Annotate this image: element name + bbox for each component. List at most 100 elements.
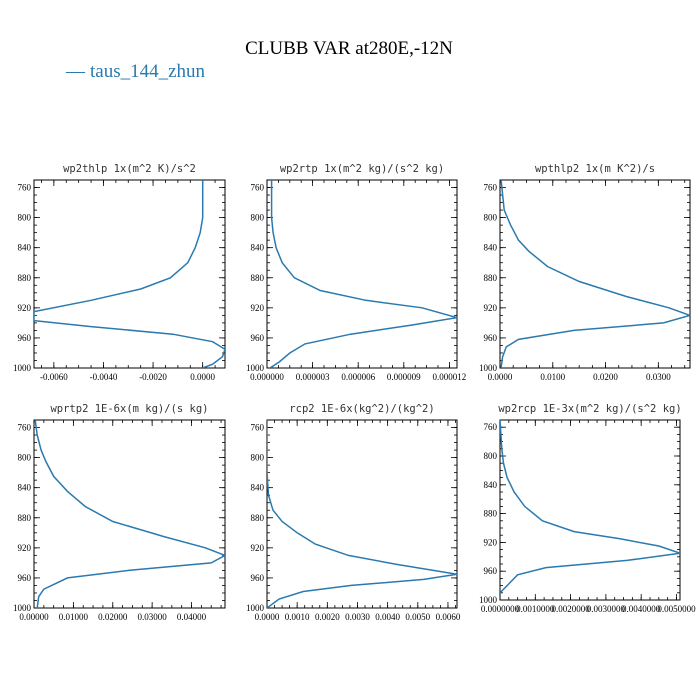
x-tick-label: 0.0000 (255, 612, 280, 622)
y-tick-label: 920 (251, 543, 265, 553)
panel-title: wp2thlp 1x(m^2 K)/s^2 (63, 163, 196, 175)
panel-3: wpthlp2 1x(m K^2)/s 760 800 840 880 920 960 100… (479, 163, 691, 382)
panel-4: wprtp2 1E-6x(m kg)/(s kg) 760 800 840 880 920… (13, 403, 226, 622)
panel-title: wp2rcp 1E-3x(m^2 kg)/(s^2 kg) (498, 403, 681, 415)
series-line (269, 180, 457, 368)
y-tick-label: 920 (18, 303, 32, 313)
y-tick-label: 760 (251, 423, 265, 433)
x-tick-label: 0.0000 (190, 372, 215, 382)
y-tick-label: 800 (251, 453, 265, 463)
panel-title: wp2rtp 1x(m^2 kg)/(s^2 kg) (280, 163, 444, 175)
x-tick-label: -0.0060 (40, 372, 68, 382)
panel-title: wprtp2 1E-6x(m kg)/(s kg) (50, 403, 208, 415)
x-tick-label: 0.0050000 (657, 604, 696, 614)
x-tick-label: 0.0000 (488, 372, 513, 382)
y-tick-label: 840 (18, 243, 32, 253)
x-tick-label: 0.0100 (540, 372, 565, 382)
x-tick-label: 0.02000 (98, 612, 128, 622)
y-tick-label: 880 (251, 273, 265, 283)
y-tick-label: 960 (18, 573, 32, 583)
series-line (500, 180, 690, 368)
series-line (500, 420, 680, 594)
y-tick-label: 920 (484, 537, 498, 547)
y-tick-label: 920 (18, 543, 32, 553)
x-tick-label: 0.0030 (345, 612, 370, 622)
x-tick-label: 0.0010 (285, 612, 310, 622)
x-tick-label: 0.0050 (405, 612, 430, 622)
y-tick-label: 960 (484, 566, 498, 576)
y-tick-label: 840 (484, 243, 498, 253)
y-tick-label: 1000 (479, 595, 498, 605)
y-tick-label: 800 (251, 213, 265, 223)
y-tick-label: 880 (484, 273, 498, 283)
y-tick-label: 960 (251, 333, 265, 343)
plot-frame (266, 179, 458, 369)
x-tick-label: 0.000012 (433, 372, 467, 382)
legend-label: taus_144_zhun (90, 61, 206, 82)
y-tick-label: 840 (251, 483, 265, 493)
y-tick-label: 880 (18, 513, 32, 523)
plot-frame (33, 179, 226, 369)
x-tick-label: -0.0020 (139, 372, 167, 382)
x-tick-label: 0.03000 (138, 612, 168, 622)
panel-title: rcp2 1E-6x(kg^2)/(kg^2) (289, 403, 434, 415)
panel-title: wpthlp2 1x(m K^2)/s (535, 163, 655, 175)
y-tick-label: 800 (484, 213, 498, 223)
x-tick-label: 0.04000 (177, 612, 207, 622)
y-tick-label: 1000 (479, 363, 498, 373)
legend: — taus_144_zhun (65, 61, 206, 82)
y-tick-label: 880 (18, 273, 32, 283)
x-tick-label: 0.0200 (593, 372, 618, 382)
y-tick-label: 840 (18, 483, 32, 493)
y-tick-label: 920 (484, 303, 498, 313)
x-tick-label: 0.0060 (436, 612, 461, 622)
x-tick-label: 0.0000000 (481, 604, 520, 614)
panel-1: wp2thlp 1x(m^2 K)/s^2 760 800 840 880 920 960 1… (13, 163, 226, 382)
y-tick-label: 1000 (13, 603, 32, 613)
y-tick-label: 880 (484, 509, 498, 519)
x-tick-label: 0.000009 (387, 372, 421, 382)
y-tick-label: 960 (484, 333, 498, 343)
x-tick-label: 0.0300 (646, 372, 671, 382)
series-line (34, 180, 225, 368)
y-tick-label: 760 (18, 423, 32, 433)
y-tick-label: 800 (484, 451, 498, 461)
x-tick-label: 0.0040000 (622, 604, 661, 614)
x-tick-label: -0.0040 (90, 372, 118, 382)
x-tick-label: 0.000003 (296, 372, 330, 382)
series-line (34, 420, 225, 608)
y-tick-label: 760 (484, 183, 498, 193)
legend-symbol: — (65, 61, 86, 82)
x-tick-label: 0.00000 (19, 612, 49, 622)
panel-2: wp2rtp 1x(m^2 kg)/(s^2 kg) 760 800 840 880 92… (246, 163, 466, 382)
y-tick-label: 840 (484, 480, 498, 490)
x-tick-label: 0.000006 (341, 372, 375, 382)
y-tick-label: 1000 (13, 363, 32, 373)
y-tick-label: 880 (251, 513, 265, 523)
plot-frame (33, 419, 226, 609)
series-line (267, 420, 457, 608)
plot-frame (266, 419, 458, 609)
panels: wp2thlp 1x(m^2 K)/s^2 760 800 840 880 920 960 1… (13, 163, 696, 622)
x-tick-label: 0.000000 (250, 372, 284, 382)
panel-6: wp2rcp 1E-3x(m^2 kg)/(s^2 kg)760 800 840 88… (479, 403, 696, 614)
y-tick-label: 920 (251, 303, 265, 313)
x-tick-label: 0.01000 (59, 612, 89, 622)
y-tick-label: 800 (18, 213, 32, 223)
y-tick-label: 1000 (246, 363, 265, 373)
y-tick-label: 1000 (246, 603, 265, 613)
y-tick-label: 840 (251, 243, 265, 253)
x-tick-label: 0.0040 (375, 612, 400, 622)
figure-title: CLUBB VAR at280E,-12N (245, 38, 453, 59)
plot-frame (499, 419, 681, 601)
x-tick-label: 0.0030000 (587, 604, 626, 614)
y-tick-label: 760 (484, 422, 498, 432)
y-tick-label: 960 (18, 333, 32, 343)
y-tick-label: 800 (18, 453, 32, 463)
x-tick-label: 0.0010000 (516, 604, 555, 614)
x-tick-label: 0.0020000 (551, 604, 590, 614)
y-tick-label: 760 (18, 183, 32, 193)
y-tick-label: 760 (251, 183, 265, 193)
x-tick-label: 0.0020 (315, 612, 340, 622)
